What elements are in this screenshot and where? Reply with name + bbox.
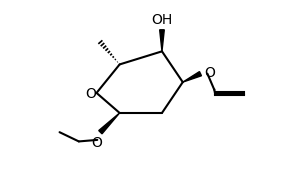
Text: OH: OH xyxy=(151,13,172,27)
Text: O: O xyxy=(86,87,97,101)
Text: O: O xyxy=(204,66,215,80)
Polygon shape xyxy=(183,72,201,82)
Polygon shape xyxy=(160,30,164,51)
Polygon shape xyxy=(99,113,120,134)
Text: O: O xyxy=(91,136,102,150)
